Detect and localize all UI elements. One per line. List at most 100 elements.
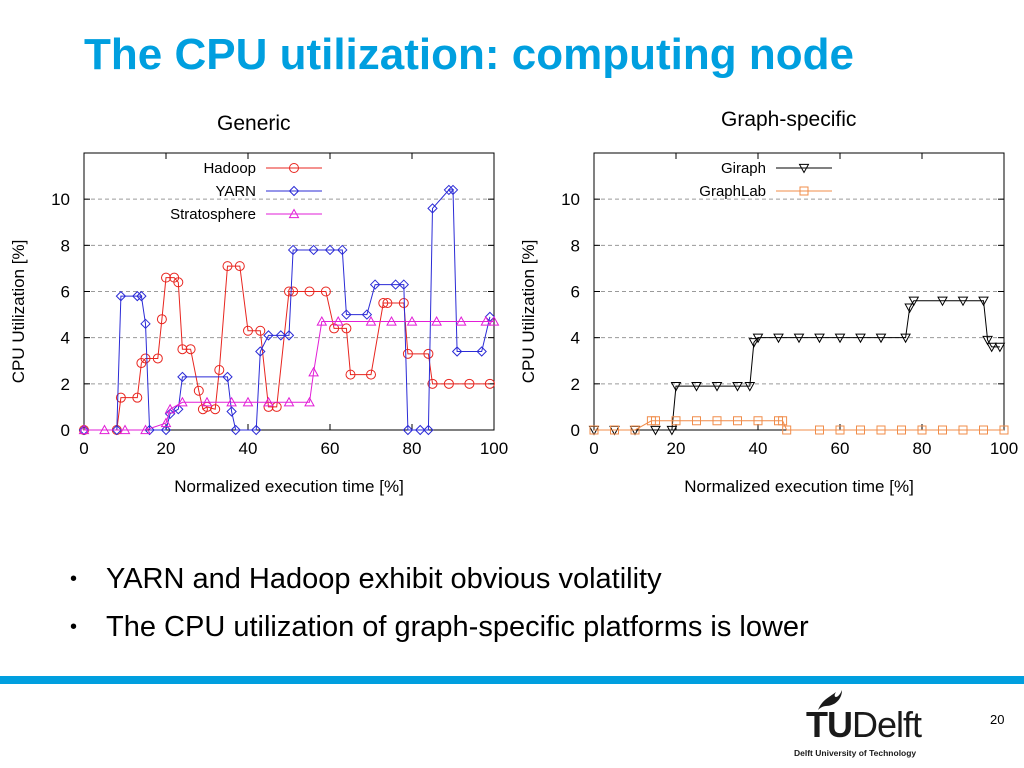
legend: Hadoop YARN Stratosphere [170, 160, 322, 223]
data-point [160, 417, 172, 428]
data-point [308, 366, 319, 377]
data-point [589, 425, 599, 435]
x-tick-label: 40 [749, 439, 768, 458]
data-point [99, 424, 110, 435]
data-point [324, 244, 336, 256]
x-axis-label: Normalized execution time [%] [684, 477, 914, 496]
data-point [610, 425, 619, 435]
data-point [451, 346, 463, 357]
data-point [712, 416, 722, 426]
data-point [226, 396, 237, 407]
footer-bar [0, 676, 1024, 684]
data-point [132, 290, 143, 302]
y-tick-label: 0 [61, 421, 70, 440]
data-point [999, 425, 1009, 435]
data-point [164, 403, 176, 414]
data-point [773, 333, 784, 344]
data-point [177, 371, 188, 383]
x-tick-label: 60 [321, 439, 340, 458]
data-point [361, 309, 373, 320]
data-point [119, 424, 131, 435]
data-point [958, 425, 968, 435]
data-point [140, 353, 151, 364]
series-line [84, 265, 490, 431]
data-point [115, 392, 126, 403]
data-point [455, 315, 467, 326]
bullet-list: • YARN and Hadoop exhibit obvious volatil… [70, 555, 809, 651]
data-point [431, 315, 442, 326]
data-point [382, 298, 393, 309]
data-point [366, 369, 376, 380]
data-point [304, 286, 315, 297]
data-point [414, 424, 426, 436]
data-point [979, 425, 988, 435]
tudelft-logo: TUDelft Delft University of Technology [794, 690, 946, 762]
data-point [793, 333, 805, 344]
data-point [732, 382, 743, 392]
x-axis-label: Normalized execution time [%] [174, 477, 404, 496]
data-point [156, 314, 167, 325]
y-tick-label: 2 [61, 375, 70, 394]
data-point [78, 424, 90, 435]
data-point [733, 416, 742, 426]
x-tick-label: 80 [403, 439, 422, 458]
data-point [480, 315, 492, 326]
data-point [136, 290, 147, 302]
series-line [84, 189, 491, 431]
y-tick-label: 4 [571, 329, 580, 348]
data-point [875, 333, 887, 344]
bullet-item: • YARN and Hadoop exhibit obvious volatil… [70, 555, 809, 603]
data-point [173, 404, 184, 415]
bullet-text: YARN and Hadoop exhibit obvious volatili… [106, 563, 662, 595]
data-point [288, 286, 299, 297]
data-point [464, 378, 475, 389]
data-point [161, 272, 171, 283]
data-point [753, 416, 763, 426]
data-point [263, 396, 274, 407]
data-point [283, 330, 295, 341]
data-point [243, 325, 253, 336]
data-point [78, 424, 90, 436]
data-point [904, 303, 916, 314]
flame-icon [818, 690, 842, 710]
y-axis-label: CPU Utilization [%] [9, 240, 28, 384]
data-point [255, 346, 266, 357]
data-point [173, 277, 184, 288]
bullet-dot: • [70, 568, 78, 590]
legend-label: Giraph [721, 160, 766, 177]
chart-graph-specific: 0 20 40 60 80 100 0 2 4 6 8 10 Normalized execution … [519, 152, 1018, 496]
data-point [917, 425, 927, 435]
data-point [876, 425, 886, 435]
data-point [160, 424, 172, 436]
data-point [226, 406, 237, 417]
data-point [242, 396, 254, 407]
data-point [378, 298, 389, 309]
data-point [427, 378, 438, 389]
data-point [744, 382, 756, 392]
legend-marker [289, 163, 299, 173]
y-tick-label: 6 [571, 283, 580, 302]
data-point [692, 416, 701, 426]
data-point [897, 425, 906, 435]
y-tick-label: 6 [61, 283, 70, 302]
legend-label: YARN [215, 183, 256, 200]
bullet-item: • The CPU utilization of graph-specific p… [70, 603, 809, 651]
data-point [152, 353, 163, 364]
series-stratosphere [78, 315, 500, 435]
logo-tu: TU [806, 704, 853, 745]
data-point [345, 369, 356, 380]
series-line [84, 321, 494, 431]
data-point [957, 296, 969, 307]
series-hadoop [79, 261, 495, 435]
data-point [427, 203, 438, 214]
data-point [855, 333, 866, 344]
data-point [630, 425, 640, 435]
legend: Giraph GraphLab [699, 160, 832, 200]
data-point [275, 330, 287, 341]
data-point [210, 404, 221, 415]
series-yarn [78, 184, 496, 436]
logo-wordmark: TUDelft [806, 704, 922, 746]
x-tick-label: 0 [79, 439, 88, 458]
series-line [594, 300, 1000, 431]
data-point [341, 323, 352, 334]
